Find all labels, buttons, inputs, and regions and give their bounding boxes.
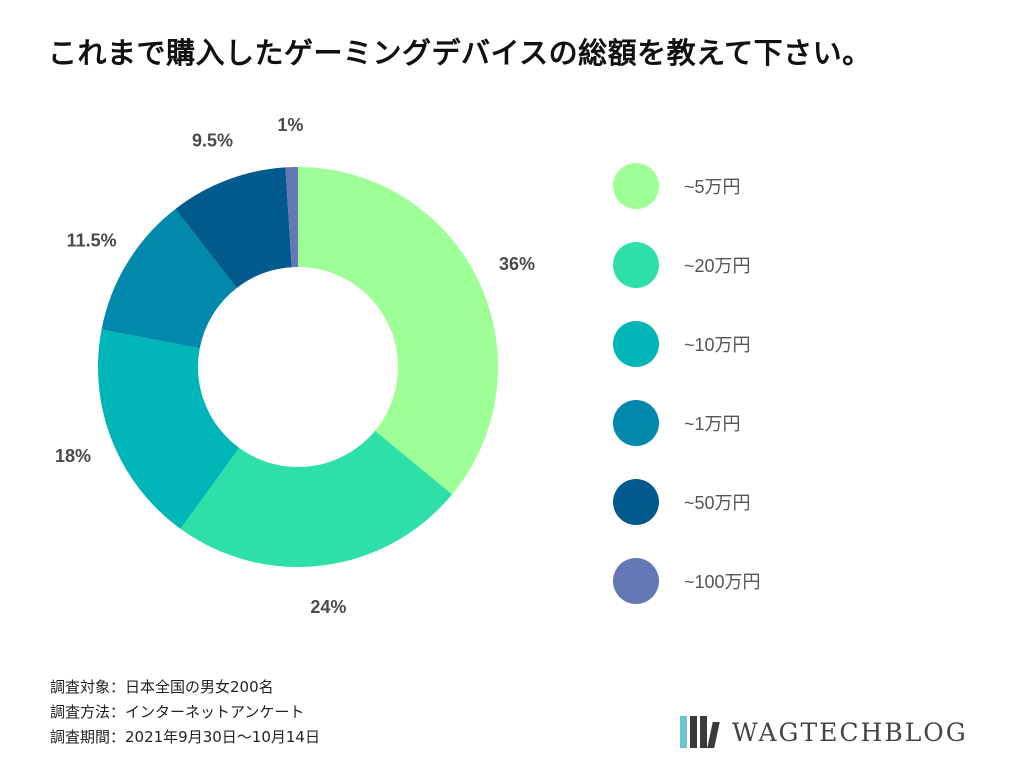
legend-label-3: ~10万円 xyxy=(684,335,751,355)
slice-label-5: 9.5% xyxy=(192,131,233,151)
slice-5 xyxy=(175,167,292,288)
brand-name: WAGTECHBLOG xyxy=(732,717,968,747)
survey-footer: 調査対象：日本全国の男女200名 調査方法：インターネットアンケート 調査期間：… xyxy=(50,675,320,750)
legend-swatch-2 xyxy=(613,242,659,288)
legend-label-5: ~50万円 xyxy=(684,493,751,513)
survey-method: 調査方法：インターネットアンケート xyxy=(50,703,305,721)
slice-label-4: 11.5% xyxy=(67,231,117,251)
slice-2 xyxy=(180,430,453,567)
slice-label-2: 24% xyxy=(310,597,346,617)
slice-labels: 36% 24% 18% 11.5% 9.5% 1% xyxy=(55,115,535,617)
legend-swatch-1 xyxy=(613,163,659,209)
slice-label-1: 36% xyxy=(499,254,535,274)
legend-swatch-3 xyxy=(613,321,659,367)
legend-label-1: ~5万円 xyxy=(684,177,741,197)
donut-slices xyxy=(98,167,498,567)
book-stack-icon xyxy=(680,716,720,748)
slice-label-6: 1% xyxy=(277,115,303,135)
legend-label-6: ~100万円 xyxy=(684,572,761,592)
survey-target: 調査対象：日本全国の男女200名 xyxy=(50,678,274,696)
legend-swatch-5 xyxy=(613,479,659,525)
chart-title: これまで購入したゲーミングデバイスの総額を教えて下さい。 xyxy=(48,36,872,70)
legend-label-2: ~20万円 xyxy=(684,256,751,276)
legend-label-4: ~1万円 xyxy=(684,414,741,434)
slice-6 xyxy=(285,167,298,268)
slice-4 xyxy=(101,208,237,349)
legend-swatch-6 xyxy=(613,558,659,604)
legend-swatch-4 xyxy=(613,400,659,446)
slice-1 xyxy=(298,167,498,495)
slice-label-3: 18% xyxy=(55,446,91,466)
brand-logo: WAGTECHBLOG xyxy=(680,714,968,750)
survey-period: 調査期間：2021年9月30日〜10月14日 xyxy=(50,728,320,746)
slice-3 xyxy=(98,329,240,529)
legend: ~5万円 ~20万円 ~10万円 ~1万円 ~50万円 ~100万円 xyxy=(613,163,761,604)
